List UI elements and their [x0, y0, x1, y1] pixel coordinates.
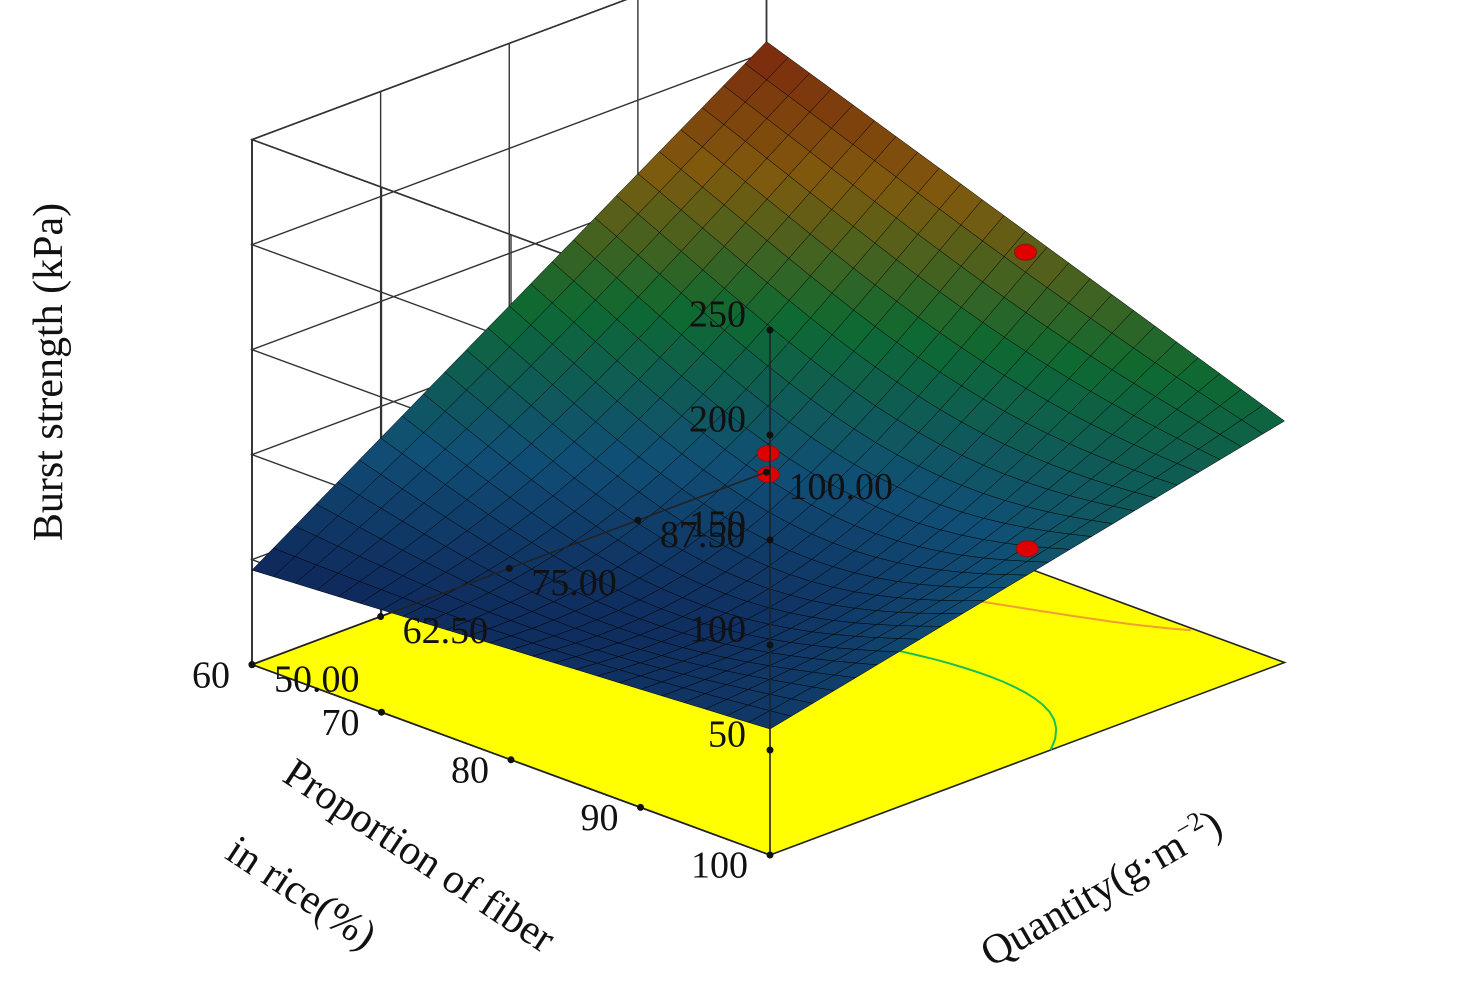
y-tick-mark	[763, 468, 770, 476]
z-tick-mark	[766, 326, 774, 334]
z-tick-mark	[766, 431, 774, 439]
surface-cell	[744, 41, 789, 81]
x-tick-label: 100	[691, 845, 748, 887]
y-tick-label: 100.00	[789, 466, 894, 508]
y-tick-mark	[248, 661, 256, 669]
design-point	[1015, 540, 1039, 558]
y-tick-label: 62.50	[403, 610, 489, 652]
x-tick-label: 80	[451, 750, 489, 792]
z-tick-label: 150	[689, 504, 746, 546]
y-tick-mark	[377, 612, 385, 620]
z-tick-mark	[766, 746, 774, 754]
x-tick-mark	[637, 803, 644, 811]
z-axis-title: Burst strength (kPa)	[26, 203, 72, 541]
axes: 60 70 80 90 100 50.00 62.50 75.00 87.50 100.00 50 1…	[192, 294, 893, 887]
y-tick-label: 87.50	[660, 514, 746, 556]
x-axis-title-line2: in rice(%)	[218, 827, 384, 959]
z-tick-label: 50	[708, 714, 746, 756]
x-tick-mark	[766, 851, 774, 859]
design-points-above	[756, 243, 1039, 558]
z-tick-label: 200	[689, 399, 746, 441]
y-tick-label: 50.00	[274, 658, 360, 700]
x-tick-label: 90	[581, 797, 619, 839]
x-tick-label: 60	[192, 654, 230, 696]
z-tick-label: 100	[689, 609, 746, 651]
x-tick-label: 70	[322, 702, 360, 744]
design-point	[1014, 243, 1037, 261]
z-tick-mark	[766, 641, 774, 649]
z-tick-mark	[766, 536, 774, 544]
y-axis-title: Quantity(g·m−2)	[971, 799, 1230, 977]
y-tick-mark	[505, 564, 513, 572]
x-tick-mark	[378, 708, 385, 716]
response-surface	[251, 41, 1285, 730]
y-tick-mark	[634, 516, 642, 524]
design-point	[756, 445, 780, 463]
y-tick-label: 75.00	[531, 562, 617, 604]
x-tick-mark	[507, 756, 515, 764]
z-tick-label: 250	[689, 294, 746, 336]
